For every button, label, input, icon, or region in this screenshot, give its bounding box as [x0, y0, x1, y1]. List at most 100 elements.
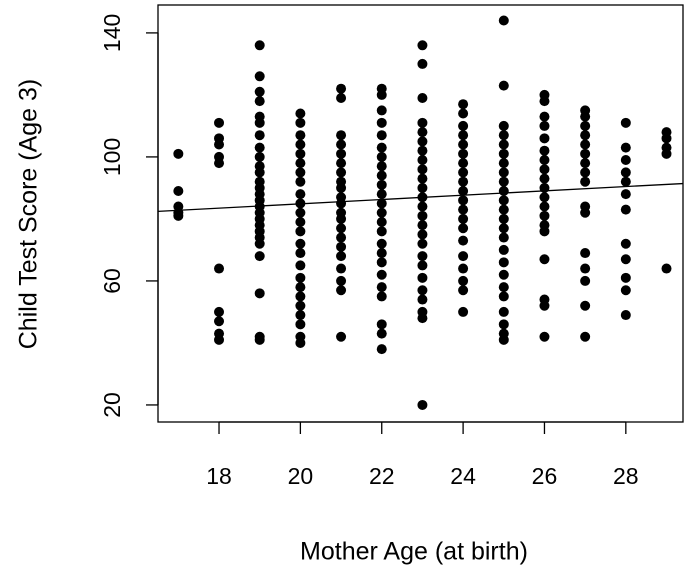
point: [295, 272, 306, 283]
point: [580, 207, 591, 218]
point: [295, 310, 306, 321]
point: [376, 319, 387, 330]
point: [336, 93, 347, 104]
point: [661, 133, 672, 144]
point: [376, 170, 387, 181]
point: [458, 139, 469, 150]
point: [376, 161, 387, 172]
point: [458, 186, 469, 197]
point: [498, 291, 509, 302]
point: [620, 204, 631, 215]
y-tick-label: 100: [99, 138, 125, 176]
point: [498, 282, 509, 293]
point: [661, 263, 672, 274]
point: [336, 198, 347, 209]
point: [458, 120, 469, 131]
point: [539, 192, 550, 203]
point: [336, 182, 347, 193]
point: [498, 334, 509, 345]
x-tick-label: 18: [206, 463, 232, 489]
y-axis-label: Child Test Score (Age 3): [15, 79, 43, 350]
point: [417, 399, 428, 410]
point: [458, 223, 469, 234]
point: [498, 167, 509, 178]
point: [417, 155, 428, 166]
point: [417, 272, 428, 283]
point: [376, 151, 387, 162]
point: [539, 164, 550, 175]
point: [376, 269, 387, 280]
point: [498, 15, 509, 26]
point: [336, 139, 347, 150]
point: [336, 331, 347, 342]
point: [458, 285, 469, 296]
point: [295, 337, 306, 348]
point: [417, 182, 428, 193]
point: [580, 331, 591, 342]
point: [539, 133, 550, 144]
point: [539, 300, 550, 311]
point: [498, 130, 509, 141]
point: [498, 223, 509, 234]
point: [254, 167, 265, 178]
point: [498, 195, 509, 206]
point: [214, 306, 225, 317]
point: [498, 319, 509, 330]
point: [254, 96, 265, 107]
point: [458, 195, 469, 206]
point: [254, 288, 265, 299]
point: [214, 117, 225, 128]
point: [295, 158, 306, 169]
x-tick-label: 22: [369, 463, 395, 489]
point: [498, 139, 509, 150]
point: [498, 257, 509, 268]
point: [295, 139, 306, 150]
point: [417, 285, 428, 296]
point: [417, 127, 428, 138]
point: [417, 93, 428, 104]
point: [620, 155, 631, 166]
point: [254, 40, 265, 51]
point: [295, 260, 306, 271]
point: [580, 248, 591, 259]
point: [458, 213, 469, 224]
point: [336, 251, 347, 262]
point: [336, 167, 347, 178]
point: [498, 158, 509, 169]
point: [539, 111, 550, 122]
y-tick-label: 140: [99, 14, 125, 52]
point: [661, 148, 672, 159]
point: [580, 167, 591, 178]
point: [498, 80, 509, 91]
point: [539, 226, 550, 237]
point: [458, 263, 469, 274]
point: [580, 176, 591, 187]
point: [336, 158, 347, 169]
x-axis-label: Mother Age (at birth): [300, 538, 528, 566]
point: [417, 201, 428, 212]
point: [173, 148, 184, 159]
point: [336, 148, 347, 159]
point: [295, 117, 306, 128]
point: [620, 254, 631, 265]
point: [214, 139, 225, 150]
point: [539, 331, 550, 342]
point: [539, 145, 550, 156]
point: [580, 158, 591, 169]
point: [458, 148, 469, 159]
regression-line: [157, 182, 684, 213]
point: [214, 158, 225, 169]
point: [295, 207, 306, 218]
point: [376, 105, 387, 116]
point: [580, 139, 591, 150]
point: [417, 173, 428, 184]
point: [376, 142, 387, 153]
point: [336, 83, 347, 94]
point: [458, 167, 469, 178]
point: [295, 248, 306, 259]
point: [376, 257, 387, 268]
point: [376, 328, 387, 339]
point: [580, 263, 591, 274]
point: [417, 238, 428, 249]
